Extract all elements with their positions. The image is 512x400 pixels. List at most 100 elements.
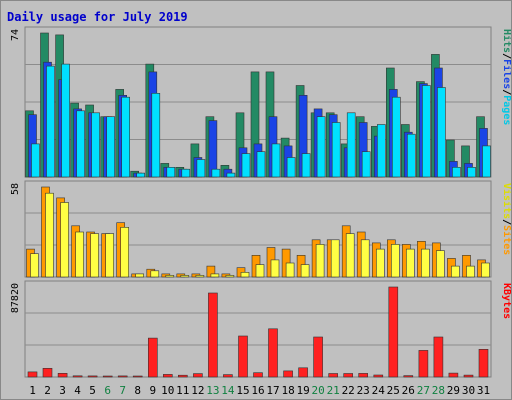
bar-pages-day-15 [241,153,251,178]
bar-kbytes-day-7 [117,375,128,378]
bar-pages-day-17 [271,143,281,178]
bar-kbytes-day-8 [132,375,143,378]
bar-kbytes-day-27 [418,350,429,378]
bar-pages-day-13 [211,168,221,178]
panel-right-label: KBytes [501,283,511,319]
bar-pages-day-16 [256,151,266,178]
bar-pages-day-7 [121,96,130,178]
bar-pages-day-8 [136,172,145,178]
bar-kbytes-day-11 [178,374,188,378]
x-tick-label-day-28: 28 [432,384,445,397]
bar-pages-day-23 [361,151,371,178]
bar-sites-day-8 [135,273,144,278]
bar-pages-day-14 [226,172,236,178]
bar-sites-day-29 [451,265,460,278]
x-tick-label-day-29: 29 [447,384,460,397]
bar-kbytes-day-2 [42,367,53,378]
series-label-visits: Visits [501,183,511,219]
x-tick-label-day-22: 22 [342,384,355,397]
x-tick-label-day-13: 13 [206,384,219,397]
x-tick-label-day-10: 10 [161,384,174,397]
x-tick-label-day-15: 15 [236,384,249,397]
bar-sites-day-26 [405,248,415,278]
bar-sites-day-6 [105,233,114,278]
x-tick-label-day-3: 3 [59,384,66,397]
x-tick-label-day-16: 16 [251,384,264,397]
panel-right-label: Visits/Sites [501,183,511,255]
bar-kbytes-day-25 [388,286,399,378]
x-tick-label-day-7: 7 [119,384,126,397]
bar-kbytes-day-4 [72,375,83,378]
bar-pages-day-19 [301,153,311,178]
bar-pages-day-10 [166,167,176,178]
chart-panels: 74 Hits/Files/Pages 58 Visits/Sites 87820 KBy… [10,26,511,397]
panel-hits-files-pages: 74 Hits/Files/Pages [10,26,511,178]
bar-sites-day-9 [150,270,160,278]
x-tick-label-day-19: 19 [296,384,309,397]
x-tick-label-day-26: 26 [402,384,415,397]
bar-sites-day-24 [375,248,385,278]
bar-pages-day-2 [46,65,55,178]
x-tick-label-day-18: 18 [281,384,294,397]
bar-sites-day-5 [90,233,99,278]
bar-kbytes-day-23 [358,373,369,378]
bar-sites-day-15 [240,271,250,278]
bar-sites-day-3 [60,202,69,278]
series-label-pages: Pages [501,95,511,125]
bar-sites-day-4 [75,231,84,278]
panel-scale-label: 58 [10,183,21,195]
x-tick-label-day-11: 11 [176,384,189,397]
bar-kbytes-day-1 [27,371,38,378]
bar-kbytes-day-26 [403,375,414,378]
bar-sites-day-13 [210,273,220,278]
bar-sites-day-28 [436,250,445,278]
bar-pages-day-31 [482,145,491,178]
bar-pages-day-26 [406,133,416,178]
bar-pages-day-21 [331,122,341,178]
chart-title: Daily usage for July 2019 [7,10,188,24]
bar-pages-day-22 [346,112,356,178]
x-tick-label-day-27: 27 [417,384,430,397]
bar-pages-day-9 [151,93,161,178]
bar-sites-day-25 [390,244,400,278]
bar-kbytes-day-19 [298,367,308,378]
bar-pages-day-29 [452,167,461,178]
bar-kbytes-day-14 [223,374,233,378]
bar-kbytes-day-29 [448,372,459,378]
x-tick-label-day-17: 17 [266,384,279,397]
panel-kbytes: 87820 KBytes [10,280,511,378]
x-tick-label-day-30: 30 [462,384,475,397]
bar-kbytes-day-5 [87,375,98,378]
bar-sites-day-17 [270,259,280,278]
x-tick-label-day-5: 5 [89,384,96,397]
bar-kbytes-day-12 [193,373,203,378]
bar-kbytes-day-13 [208,292,218,378]
bar-kbytes-day-3 [57,372,68,378]
bar-pages-day-28 [437,87,446,178]
x-tick-label-day-21: 21 [327,384,340,397]
series-label-sites: Sites [501,225,511,255]
bar-pages-day-4 [76,110,85,178]
series-label-files: Files [501,59,511,89]
series-label-kbytes: KBytes [501,283,511,319]
bar-sites-day-23 [360,239,370,278]
bar-sites-day-20 [315,244,325,278]
bar-sites-day-7 [120,227,129,278]
bar-pages-day-3 [61,63,70,178]
bar-pages-day-30 [467,167,476,178]
bar-pages-day-18 [286,157,296,178]
bar-kbytes-day-10 [163,374,173,378]
bar-sites-day-11 [180,275,190,278]
x-tick-label-day-9: 9 [149,384,156,397]
bar-sites-day-16 [255,264,265,278]
bar-kbytes-day-17 [268,328,278,378]
x-tick-label-day-1: 1 [29,384,36,397]
bar-sites-day-30 [466,265,475,278]
bar-sites-day-31 [481,262,490,278]
bar-kbytes-day-18 [283,370,293,378]
x-tick-label-day-2: 2 [44,384,51,397]
bar-sites-day-10 [165,275,175,278]
bar-sites-day-2 [45,192,54,278]
bar-pages-day-1 [31,143,40,178]
